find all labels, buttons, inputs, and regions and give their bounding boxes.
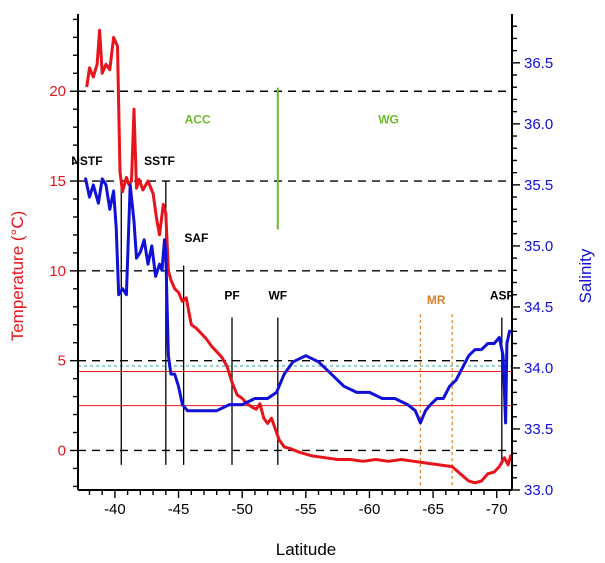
salinity-line <box>84 177 513 425</box>
front-label: ASF <box>490 289 514 303</box>
front-label: SSTF <box>144 154 175 168</box>
y-left-tick-label: 20 <box>49 83 66 100</box>
front-label: SAF <box>184 231 208 245</box>
grid-layer <box>78 90 512 452</box>
front-layer <box>120 87 503 489</box>
x-tick-label: -60 <box>359 501 381 518</box>
front-label: NSTF <box>71 154 102 168</box>
x-tick-label: -65 <box>422 501 444 518</box>
y-axis-title-right: Salinity <box>576 248 595 303</box>
y-left-tick-label: 0 <box>58 442 66 459</box>
y-left-tick-label: 15 <box>49 173 66 190</box>
y-right-tick-label: 36.0 <box>524 116 553 133</box>
y-right-tick-label: 35.5 <box>524 177 553 194</box>
front-label: PF <box>224 289 239 303</box>
y-right-tick-label: 33.5 <box>524 421 553 438</box>
y-left-tick-label: 10 <box>49 263 66 280</box>
x-tick-label: -50 <box>231 501 253 518</box>
y-right-tick-label: 33.0 <box>524 482 553 499</box>
label-layer: NSTF SSTF SAF PF WF ASF ACC WG MR <box>71 113 514 307</box>
y-right-tick-label: 34.5 <box>524 299 553 316</box>
region-label: WG <box>378 113 399 127</box>
y-right-tick-label: 34.0 <box>524 360 553 377</box>
y-left-tick-label: 5 <box>58 353 66 370</box>
series-layer <box>84 28 513 485</box>
front-label: WF <box>268 289 287 303</box>
y-right-tick-label: 35.0 <box>524 238 553 255</box>
y-right-tick-label: 36.5 <box>524 55 553 72</box>
mr-label: MR <box>427 293 446 307</box>
x-tick-label: -45 <box>168 501 190 518</box>
axis-layer: -40 -45 -50 -55 -60 -65 -70 0 5 10 15 20 33.0 33.5 34.… <box>49 14 553 518</box>
y-axis-title-left: Temperature (°C) <box>8 211 27 342</box>
x-tick-label: -55 <box>295 501 317 518</box>
temperature-line <box>85 28 513 485</box>
x-axis-title: Latitude <box>276 540 337 559</box>
region-label: ACC <box>185 113 211 127</box>
x-tick-label: -70 <box>486 501 508 518</box>
x-tick-label: -40 <box>104 501 126 518</box>
